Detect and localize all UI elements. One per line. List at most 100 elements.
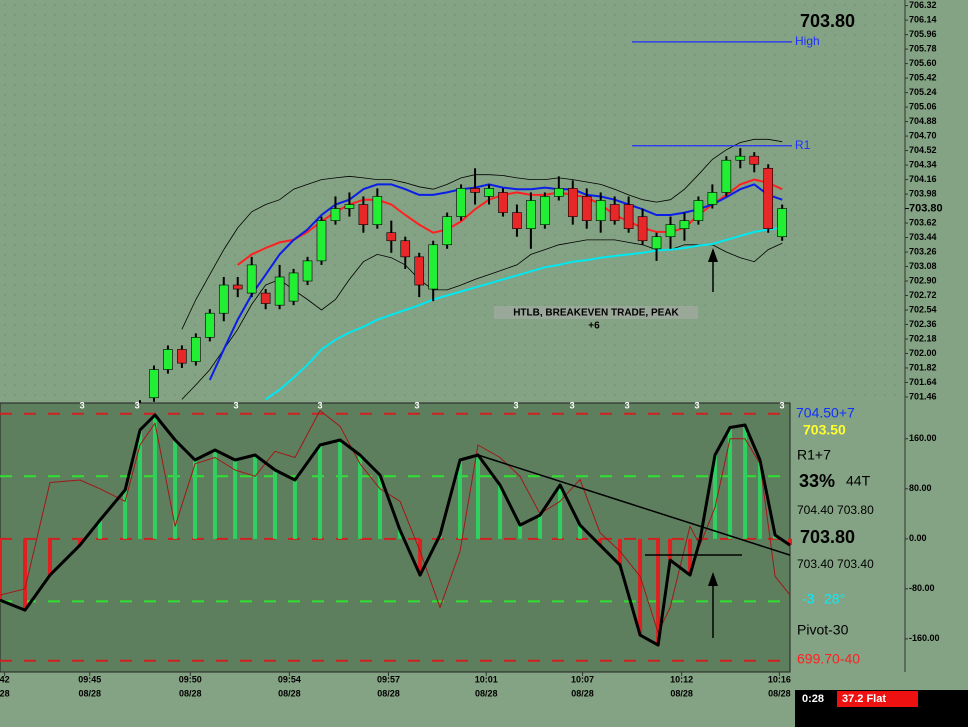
y-tick-label: 703.62 [909, 217, 937, 227]
y-tick-label: 705.60 [909, 58, 937, 68]
candle-body [637, 216, 648, 242]
candle-body [609, 204, 620, 221]
indicator-line [265, 226, 783, 401]
candle-body [595, 200, 606, 221]
x-tick-date: 08/28 [179, 688, 202, 698]
candle-body [274, 276, 285, 306]
candle-body [400, 240, 411, 258]
y-tick-label: 701.46 [909, 391, 937, 401]
candle-body [372, 196, 383, 225]
candle-body [693, 200, 704, 221]
side-value: 703.50 [803, 422, 846, 438]
indicator-line [208, 183, 783, 381]
side-value: 44T [846, 473, 871, 489]
side-value: 704.50+7 [796, 405, 855, 421]
y-tick-label: 160.00 [909, 433, 937, 443]
bar-count-marker: 3 [234, 400, 239, 410]
y-tick-label: 704.88 [909, 116, 937, 126]
y-tick-label: -160.00 [909, 633, 940, 643]
x-tick-label: 09:50 [179, 674, 202, 684]
side-value: R1+7 [797, 447, 831, 463]
candle-body [260, 292, 271, 304]
candle-body [177, 349, 187, 364]
side-value: 704.40 703.80 [797, 503, 874, 517]
indicator-line [181, 138, 783, 330]
x-tick-label: 09:57 [377, 674, 400, 684]
price-grid [0, 0, 905, 403]
candle-body [414, 256, 425, 286]
x-tick-label: 09:45 [78, 674, 101, 684]
x-tick-date: 08/28 [475, 688, 498, 698]
candle-body [316, 220, 327, 262]
y-tick-label: 705.96 [909, 29, 937, 39]
side-value: Pivot-30 [797, 622, 849, 638]
y-tick-label: 706.14 [909, 15, 937, 25]
y-tick-label: 705.06 [909, 101, 937, 111]
bar-count-marker: 3 [317, 400, 322, 410]
y-tick-label: 702.36 [909, 319, 937, 329]
candle-body [218, 284, 229, 314]
annotations: HTLB, BREAKEVEN TRADE, PEAK +6 703.80 [494, 11, 855, 638]
candle-body [358, 204, 369, 225]
side-value: 703.40 703.40 [797, 557, 874, 571]
x-tick-date: 08/28 [78, 688, 101, 698]
price-plot [139, 138, 787, 403]
bar-count-marker: 3 [780, 400, 785, 410]
candle-body [581, 196, 592, 221]
y-tick-label: 703.98 [909, 188, 937, 198]
x-tick-date: 28 [0, 688, 10, 698]
candle-body [246, 264, 257, 294]
side-value: 28° [824, 591, 845, 607]
x-tick-label: 10:16 [768, 674, 791, 684]
oscillator-line [0, 413, 791, 647]
x-tick-date: 08/28 [571, 688, 594, 698]
y-tick-label: 705.24 [909, 87, 937, 97]
candle-body [344, 204, 355, 209]
status-box [837, 691, 918, 707]
candle-body [232, 284, 243, 290]
oscillator-grid [0, 403, 790, 672]
x-tick-label: 42 [0, 674, 10, 684]
y-tick-label: 706.32 [909, 0, 937, 10]
arrow-head [708, 572, 718, 586]
x-tick-date: 08/28 [377, 688, 400, 698]
side-panel: 704.50+7 703.50 R1+7 33% 44T 704.40 703.… [796, 405, 874, 667]
candle-body [749, 155, 760, 165]
bar-count-marker: 3 [80, 400, 85, 410]
y-tick-label: 701.82 [909, 362, 937, 372]
candle-body [442, 216, 452, 246]
y-tick-label: 0.00 [909, 533, 927, 543]
level-label: High [795, 34, 820, 48]
status-bar: 0:28 37.2 Flat [795, 690, 968, 727]
annotation-box [494, 306, 698, 319]
bar-count-marker: 3 [570, 400, 575, 410]
candle-body [456, 188, 466, 217]
y-tick-label: 704.70 [909, 130, 937, 140]
candle-body [567, 188, 578, 217]
x-tick-label: 10:12 [670, 674, 693, 684]
bar-count-marker: 3 [513, 400, 518, 410]
y-tick-label: 80.00 [909, 483, 932, 493]
y-tick-label: 703.08 [909, 261, 937, 271]
side-value: 699.70-40 [797, 651, 860, 667]
y-tick-label: 704.52 [909, 145, 937, 155]
arrow-head [708, 248, 718, 262]
annotation: +6 [588, 321, 600, 332]
y-tick-label: 702.72 [909, 290, 937, 300]
level-label: R1 [795, 138, 811, 152]
bar-count-marker: 3 [135, 400, 140, 410]
candle-body [498, 192, 508, 213]
candle-body [428, 244, 438, 290]
y-tick-label: 705.42 [909, 72, 937, 82]
candle-body [526, 200, 536, 229]
x-tick-label: 10:07 [571, 674, 594, 684]
last-price-label: 703.80 [909, 202, 943, 214]
status-state: 37.2 Flat [842, 693, 886, 705]
y-tick-label: 702.18 [909, 333, 937, 343]
oscillator-line [0, 410, 791, 634]
last-price-title: 703.80 [800, 11, 855, 31]
side-value: 33% [799, 471, 835, 491]
y-tick-label: 701.64 [909, 377, 937, 387]
